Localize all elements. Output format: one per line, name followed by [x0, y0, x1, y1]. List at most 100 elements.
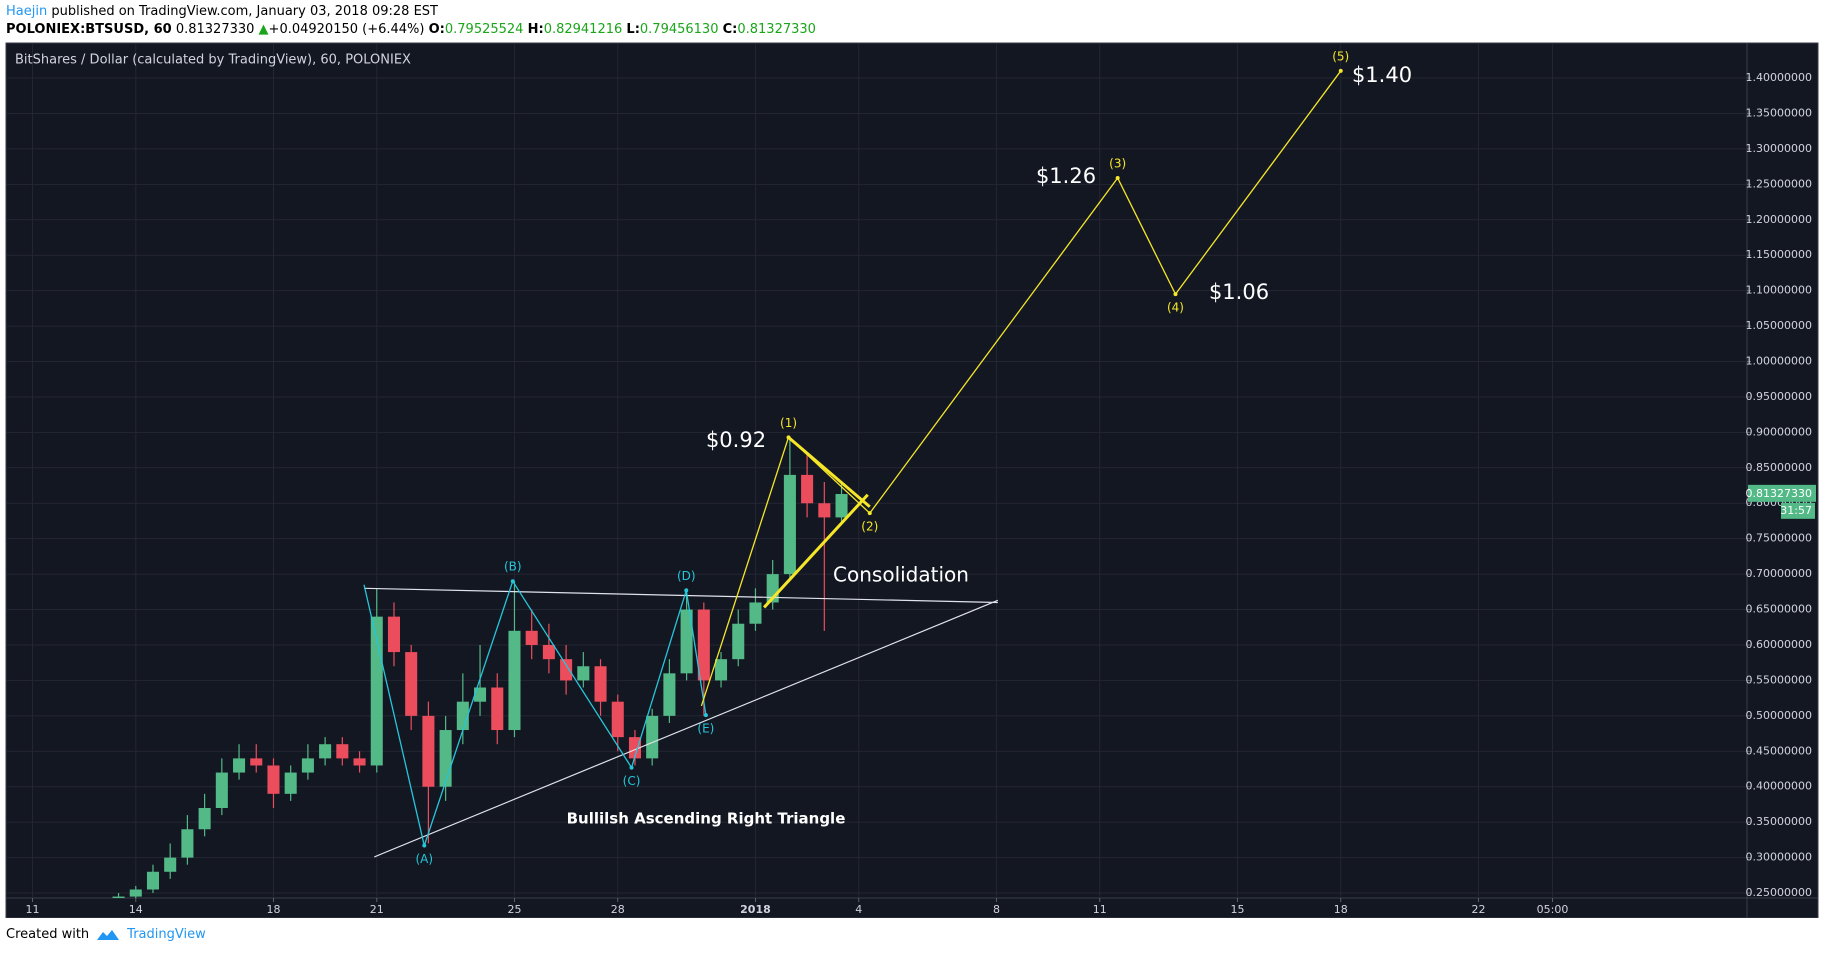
abcde-wave — [363, 579, 707, 848]
annotation: Consolidation — [833, 563, 969, 587]
published: published on TradingView.com, January 03… — [51, 4, 438, 19]
y-tick-label: 1.05000000 — [1746, 319, 1812, 332]
candle-body — [491, 687, 504, 731]
timer-box — [1781, 502, 1815, 519]
y-tick-label: 1.30000000 — [1746, 142, 1812, 155]
wave-label: (E) — [697, 722, 714, 736]
candle-body — [439, 730, 452, 787]
x-tick-label: 22 — [1471, 903, 1485, 916]
wave-point — [422, 843, 427, 848]
candle-body — [646, 715, 659, 759]
wave-label: (D) — [677, 569, 696, 583]
candle-body — [732, 623, 745, 660]
wave-label: (4) — [1167, 301, 1184, 315]
candle-body — [663, 673, 676, 716]
candle-body — [818, 503, 831, 518]
author[interactable]: Haejin — [6, 4, 48, 19]
last-price-box — [1748, 484, 1816, 502]
wave-label: (1) — [780, 416, 797, 430]
wave-point — [629, 765, 634, 770]
x-tick-label: 05:00 — [1537, 903, 1569, 916]
y-tick-label: 1.35000000 — [1746, 106, 1812, 119]
candle-body — [594, 666, 607, 702]
candle-body — [267, 765, 280, 794]
candle-body — [198, 807, 211, 830]
candle-body — [474, 687, 487, 702]
y-tick-label: 1.20000000 — [1746, 213, 1812, 226]
x-tick-label: 11 — [25, 903, 39, 916]
x-tick-label: 18 — [266, 903, 280, 916]
chart: (A) (B) (C) (D) (E) (1) (2) (3) (4) (5) $0.92 $1.26… — [5, 42, 1819, 918]
publish-line: Haejin published on TradingView.com, Jan… — [6, 3, 816, 21]
candle-body — [301, 758, 314, 773]
logo — [97, 929, 120, 940]
candle-body — [525, 630, 538, 645]
wave-label: (3) — [1109, 156, 1126, 170]
y-tick-label: 1.00000000 — [1746, 355, 1812, 368]
candle-body — [749, 602, 762, 624]
candle-body — [715, 659, 728, 681]
wave-point — [1173, 292, 1178, 297]
y-tick-label: 0.95000000 — [1746, 390, 1812, 403]
annotation: $1.40 — [1352, 63, 1412, 87]
symbol: POLONIEX:BTSUSD, 60 — [6, 22, 172, 37]
triangle-top — [364, 587, 998, 604]
impulse-wave — [700, 70, 1342, 707]
candle-body — [611, 701, 624, 738]
x-tick-label: 21 — [370, 903, 384, 916]
candle-body — [129, 889, 142, 897]
y-tick-label: 0.65000000 — [1746, 603, 1812, 616]
x-tick-label: 25 — [507, 903, 521, 916]
close: 0.81327330 — [737, 22, 816, 37]
candle-body — [112, 896, 125, 898]
y-tick-label: 0.90000000 — [1746, 425, 1812, 438]
brand[interactable]: TradingView — [127, 927, 206, 942]
wave-label: (B) — [504, 560, 522, 574]
plot: (A) (B) (C) (D) (E) (1) (2) (3) (4) (5) $0.92 $1.26… — [112, 49, 1412, 898]
change-arrow: ▲ — [258, 22, 269, 37]
x-tick-label: 18 — [1334, 903, 1348, 916]
wave-label: (A) — [415, 852, 433, 866]
high: 0.82941216 — [543, 22, 623, 37]
y-tick-label: 0.70000000 — [1746, 567, 1812, 580]
grid — [7, 44, 1747, 898]
y-tick-label: 0.25000000 — [1746, 886, 1812, 899]
annotation: $0.92 — [706, 428, 766, 452]
candle-body — [508, 630, 521, 731]
candle-body — [680, 609, 693, 674]
close-label: C: — [722, 22, 738, 37]
candle-body — [422, 715, 435, 787]
x-tick-label: 4 — [855, 903, 862, 916]
symbol-line: POLONIEX:BTSUSD, 60 0.81327330 ▲+0.04920… — [6, 21, 816, 39]
open-label: O: — [428, 22, 445, 37]
candle-body — [697, 609, 710, 681]
candle-body — [542, 644, 555, 660]
axes: 0.25000000 0.30000000 0.35000000 0.40000000… — [25, 71, 1816, 916]
candle-body — [628, 737, 641, 759]
footer: Created with TradingView — [6, 927, 206, 942]
candle-body — [284, 772, 297, 794]
y-tick-label: 0.45000000 — [1746, 744, 1812, 757]
high-label: H: — [527, 22, 544, 37]
last-price-label: 0.81327330 — [1746, 487, 1812, 500]
header: Haejin published on TradingView.com, Jan… — [6, 3, 816, 39]
candle-body — [405, 652, 418, 716]
y-tick-label: 0.50000000 — [1746, 709, 1812, 722]
y-tick-label: 0.75000000 — [1746, 532, 1812, 545]
y-tick-label: 1.25000000 — [1746, 177, 1812, 190]
wave-point — [703, 713, 708, 718]
pennant-bottom — [762, 493, 869, 609]
candle-body — [146, 871, 160, 890]
candle-body — [801, 474, 814, 504]
y-tick-label: 1.40000000 — [1746, 71, 1812, 84]
low-label: L: — [626, 22, 640, 37]
triangle-bottom — [374, 599, 999, 858]
wave-label: (2) — [861, 520, 878, 534]
annotation: $1.26 — [1036, 164, 1096, 188]
candle-body — [181, 829, 194, 858]
y-tick-label: 0.35000000 — [1746, 815, 1812, 828]
open: 0.79525524 — [444, 22, 524, 37]
x-tick-label: 8 — [993, 903, 1000, 916]
candle-body — [164, 857, 177, 872]
low: 0.79456130 — [639, 22, 719, 37]
